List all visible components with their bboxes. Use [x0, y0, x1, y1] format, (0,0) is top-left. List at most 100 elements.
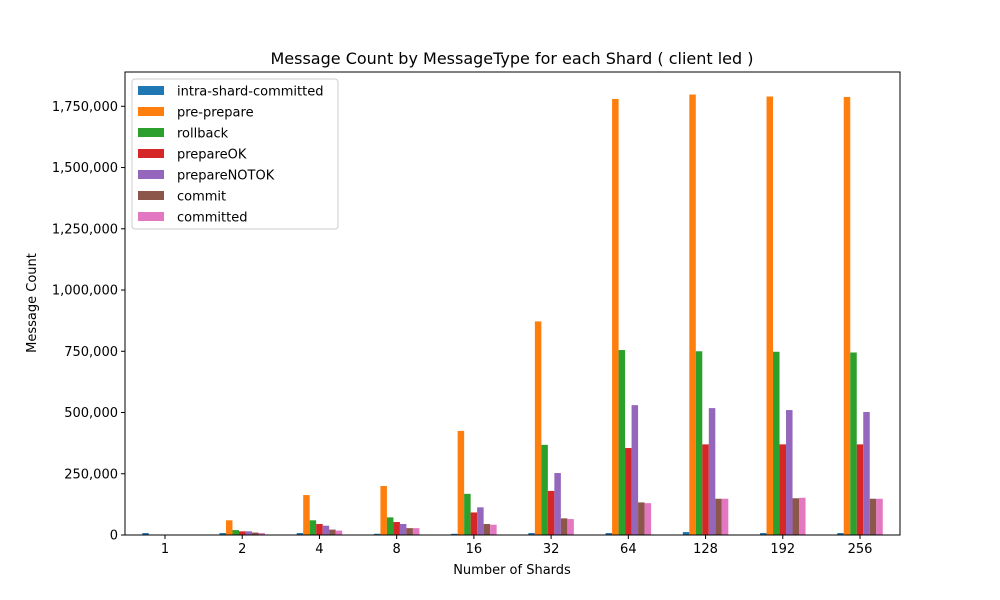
- x-tick-label: 32: [543, 542, 560, 557]
- legend-swatch: [138, 149, 164, 158]
- x-tick-label: 1: [161, 542, 169, 557]
- bar-commit-64: [638, 502, 645, 535]
- bar-prepareNOTOK-32: [554, 473, 561, 535]
- bar-commit-128: [715, 498, 722, 535]
- x-tick-label: 2: [238, 542, 246, 557]
- y-axis: 0 250,000 500,000 750,000 1,000,000 1,250,000…: [52, 100, 125, 544]
- bar-intra-shard-committed-192: [760, 533, 767, 535]
- bar-prepareOK-2: [238, 531, 246, 535]
- legend-entry: prepareOK: [177, 148, 247, 163]
- legend-swatch: [138, 128, 164, 137]
- y-tick-label: 1,750,000: [52, 100, 118, 115]
- bar-rollback-192: [773, 351, 780, 535]
- bar-rollback-2: [232, 530, 239, 535]
- bar-committed-4: [335, 530, 343, 535]
- legend-box: [131, 78, 339, 230]
- bar-rollback-64: [618, 350, 626, 535]
- legend-swatch: [138, 212, 164, 221]
- y-tick-label: 250,000: [64, 467, 118, 482]
- bar-commit-4: [329, 529, 336, 535]
- bar-intra-shard-committed-16: [451, 533, 458, 535]
- legend-swatch: [138, 170, 164, 179]
- bar-committed-192: [799, 497, 806, 535]
- bar-intra-shard-committed-32: [528, 533, 535, 535]
- bars-group: [142, 94, 883, 536]
- chart-title: Message Count by MessageType for each Sh…: [270, 49, 753, 68]
- legend-entry: intra-shard-committed: [177, 85, 323, 100]
- bar-prepareOK-128: [702, 444, 709, 535]
- bar-prepareOK-192: [779, 444, 787, 535]
- bar-rollback-8: [386, 517, 394, 535]
- bar-rollback-256: [850, 352, 857, 535]
- bar-pre-prepare-32: [534, 321, 542, 535]
- bar-prepareNOTOK-4: [322, 525, 330, 535]
- bar-prepareNOTOK-16: [477, 507, 484, 535]
- bar-commit-16: [483, 523, 491, 535]
- bar-pre-prepare-128: [689, 94, 696, 535]
- legend: intra-shard-committed pre-prepare rollback…: [131, 78, 339, 230]
- bar-commit-192: [792, 498, 800, 535]
- bar-committed-32: [567, 519, 574, 535]
- bar-intra-shard-committed-2: [219, 533, 226, 535]
- bar-intra-shard-committed-8: [373, 533, 381, 535]
- bar-rollback-32: [541, 444, 548, 535]
- y-tick-label: 1,500,000: [52, 161, 118, 176]
- bar-prepareNOTOK-8: [399, 523, 407, 535]
- bar-rollback-16: [464, 493, 471, 535]
- x-tick-label: 192: [770, 542, 795, 557]
- bar-commit-8: [406, 528, 413, 535]
- bar-prepareNOTOK-128: [708, 408, 716, 535]
- x-tick-label: 8: [393, 542, 401, 557]
- bar-commit-256: [869, 498, 877, 535]
- bar-prepareOK-32: [547, 490, 555, 535]
- x-tick-label: 256: [848, 542, 873, 557]
- bar-committed-16: [490, 524, 497, 535]
- y-axis-label: Message Count: [25, 253, 40, 353]
- bar-committed-128: [721, 498, 729, 535]
- bar-committed-2: [258, 533, 265, 535]
- x-tick-label: 16: [466, 542, 483, 557]
- bar-intra-shard-committed-1: [142, 533, 149, 535]
- bar-pre-prepare-64: [612, 98, 619, 535]
- x-tick-label: 4: [315, 542, 323, 557]
- bar-prepareNOTOK-64: [631, 405, 639, 535]
- bar-committed-8: [412, 528, 420, 535]
- legend-swatch: [138, 191, 164, 200]
- legend-entry: prepareNOTOK: [177, 169, 275, 184]
- legend-entry: pre-prepare: [177, 106, 254, 121]
- x-axis: 1 2 4 8 16 32 64 128 192 256: [161, 535, 873, 557]
- bar-commit-2: [251, 532, 259, 535]
- bar-intra-shard-committed-128: [682, 532, 690, 535]
- legend-entry: committed: [177, 211, 247, 226]
- bar-pre-prepare-4: [303, 495, 310, 535]
- bar-intra-shard-committed-4: [296, 533, 304, 535]
- bar-intra-shard-committed-256: [837, 533, 844, 535]
- y-tick-label: 0: [110, 529, 118, 544]
- x-tick-label: 64: [620, 542, 637, 557]
- bar-committed-256: [876, 498, 883, 535]
- bar-pre-prepare-192: [766, 96, 774, 535]
- bar-commit-32: [560, 518, 568, 535]
- legend-entry: rollback: [177, 127, 229, 142]
- legend-swatch: [138, 107, 164, 116]
- x-tick-label: 128: [693, 542, 718, 557]
- bar-prepareNOTOK-256: [863, 412, 870, 535]
- bar-pre-prepare-16: [457, 430, 465, 535]
- bar-prepareNOTOK-192: [786, 410, 793, 535]
- bar-intra-shard-committed-64: [605, 533, 613, 535]
- legend-entry: commit: [177, 190, 226, 205]
- plot-frame: [124, 71, 901, 536]
- bar-prepareOK-16: [470, 512, 478, 535]
- y-tick-label: 1,000,000: [52, 284, 118, 299]
- legend-swatch: [138, 86, 164, 95]
- y-tick-label: 500,000: [64, 406, 118, 421]
- bar-pre-prepare-2: [225, 520, 233, 535]
- bar-prepareOK-256: [856, 444, 864, 535]
- bar-prepareOK-8: [393, 522, 400, 535]
- bar-pre-prepare-256: [843, 96, 851, 536]
- bar-prepareOK-4: [316, 523, 323, 535]
- bar-pre-prepare-8: [380, 486, 387, 535]
- bar-prepareOK-64: [625, 448, 632, 535]
- bar-rollback-4: [309, 520, 317, 535]
